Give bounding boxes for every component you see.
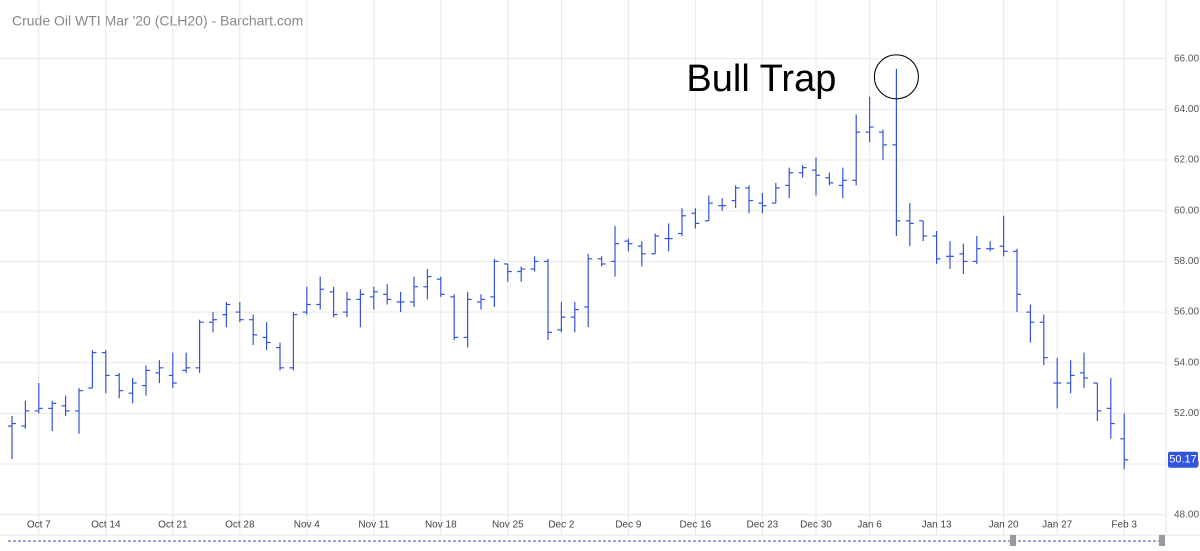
x-tick-label: Dec 9 — [615, 520, 642, 531]
x-tick-label: Oct 7 — [27, 520, 51, 531]
scroll-handle[interactable] — [1010, 535, 1016, 546]
x-tick-label: Jan 27 — [1042, 520, 1072, 531]
y-tick-label: 54.00 — [1174, 357, 1199, 368]
x-tick-label: Jan 20 — [989, 520, 1019, 531]
chart-title: Crude Oil WTI Mar '20 (CLH20) - Barchart… — [12, 13, 303, 29]
y-tick-label: 62.00 — [1174, 155, 1199, 166]
y-tick-label: 64.00 — [1174, 104, 1199, 115]
x-tick-label: Feb 3 — [1111, 520, 1137, 531]
x-tick-label: Nov 4 — [294, 520, 321, 531]
y-tick-label: 48.00 — [1174, 509, 1199, 520]
y-tick-label: 52.00 — [1174, 408, 1199, 419]
y-tick-label: 66.00 — [1174, 53, 1199, 64]
x-tick-label: Dec 30 — [800, 520, 832, 531]
y-tick-label: 56.00 — [1174, 307, 1199, 318]
annotation: Bull Trap — [686, 58, 836, 100]
x-tick-label: Oct 21 — [158, 520, 188, 531]
x-tick-label: Dec 2 — [548, 520, 575, 531]
last-price-label: 50.17 — [1169, 454, 1197, 466]
x-tick-label: Oct 14 — [91, 520, 121, 531]
scroll-handle[interactable] — [1159, 535, 1165, 546]
last-price-box — [1168, 451, 1198, 468]
x-tick-label: Nov 25 — [492, 520, 524, 531]
y-tick-label: 58.00 — [1174, 256, 1199, 267]
y-tick-label: 60.00 — [1174, 205, 1199, 216]
x-tick-label: Oct 28 — [225, 520, 255, 531]
x-tick-label: Dec 16 — [680, 520, 712, 531]
x-tick-label: Dec 23 — [747, 520, 779, 531]
x-tick-label: Jan 13 — [922, 520, 952, 531]
x-tick-label: Nov 18 — [425, 520, 457, 531]
x-tick-label: Nov 11 — [358, 520, 389, 531]
annotation-circle — [873, 54, 919, 100]
x-tick-label: Jan 6 — [857, 520, 882, 531]
